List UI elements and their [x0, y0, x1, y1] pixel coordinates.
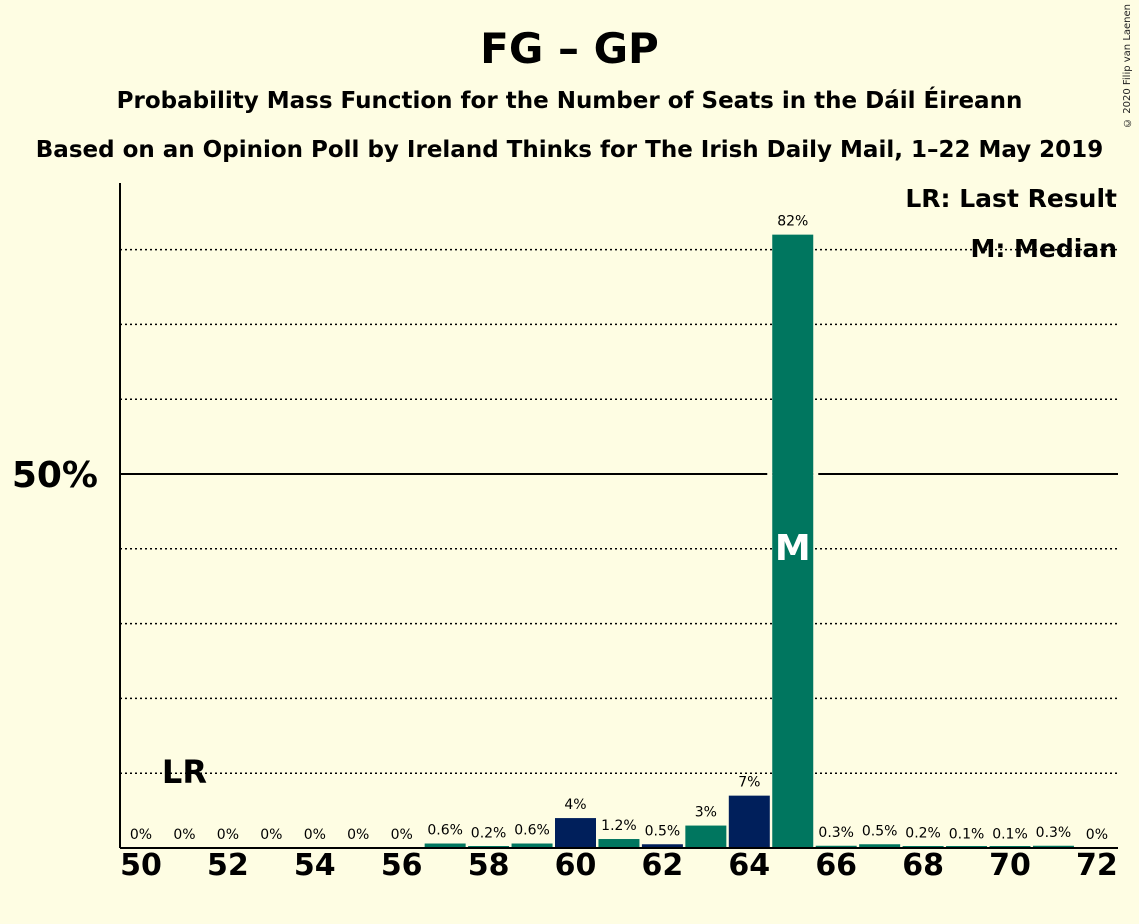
data-label-50: 0% [130, 827, 152, 843]
bar-57 [424, 843, 466, 848]
data-label-72: 0% [1086, 827, 1108, 843]
x-tick-label-62: 62 [642, 848, 684, 883]
data-label-58: 0.2% [471, 826, 507, 842]
data-label-65: 82% [777, 214, 808, 230]
bar-61 [598, 839, 640, 848]
data-label-51: 0% [173, 827, 195, 843]
x-tick-label-58: 58 [468, 848, 510, 883]
bar-60 [555, 818, 596, 848]
data-label-54: 0% [304, 827, 326, 843]
x-tick-label-72: 72 [1076, 848, 1118, 883]
x-tick-label-64: 64 [728, 848, 770, 883]
bar-71 [1032, 845, 1074, 848]
data-label-53: 0% [260, 827, 282, 843]
data-label-52: 0% [217, 827, 239, 843]
y-tick-label: 50% [12, 455, 98, 496]
x-tick-label-52: 52 [207, 848, 249, 883]
data-label-60: 4% [564, 797, 586, 813]
data-label-56: 0% [391, 827, 413, 843]
bar-64 [728, 795, 770, 848]
chart-title: FG – GP [480, 24, 659, 73]
data-label-64: 7% [738, 775, 760, 791]
bar-65 [772, 234, 814, 848]
chart-subtitle: Probability Mass Function for the Number… [116, 88, 1023, 114]
x-tick-label-56: 56 [381, 848, 423, 883]
data-label-68: 0.2% [905, 826, 941, 842]
data-label-70: 0.1% [992, 826, 1028, 842]
data-label-69: 0.1% [949, 826, 985, 842]
bar-59 [511, 843, 553, 848]
data-label-55: 0% [347, 827, 369, 843]
data-label-66: 0.3% [818, 825, 854, 841]
data-label-63: 3% [695, 805, 717, 821]
x-tick-label-66: 66 [815, 848, 857, 883]
data-label-67: 0.5% [862, 823, 898, 839]
x-tick-label-60: 60 [555, 848, 597, 883]
data-label-61: 1.2% [601, 818, 637, 834]
last-result-marker: LR [162, 753, 207, 791]
x-tick-label-50: 50 [120, 848, 162, 883]
bar-62 [641, 844, 683, 848]
legend-last-result: LR: Last Result [905, 184, 1117, 213]
x-tick-label-54: 54 [294, 848, 336, 883]
bar-63 [685, 825, 727, 848]
bar-66 [815, 845, 857, 848]
x-tick-label-70: 70 [989, 848, 1031, 883]
data-label-57: 0.6% [427, 823, 463, 839]
legend-median: M: Median [970, 234, 1117, 263]
bar-67 [859, 844, 901, 848]
data-label-59: 0.6% [514, 823, 550, 839]
x-tick-label-68: 68 [902, 848, 944, 883]
chart-subtitle-source: Based on an Opinion Poll by Ireland Thin… [35, 137, 1104, 163]
median-marker: M [775, 528, 811, 569]
data-label-62: 0.5% [645, 823, 681, 839]
data-label-71: 0.3% [1036, 825, 1072, 841]
